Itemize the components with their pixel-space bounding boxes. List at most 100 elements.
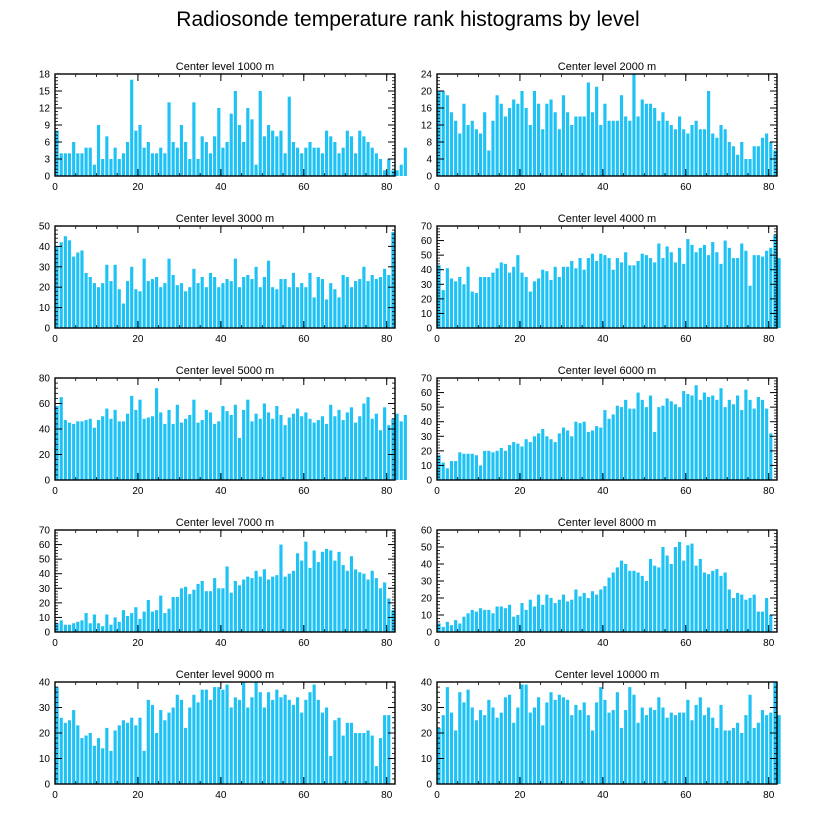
bar	[561, 266, 566, 328]
bar	[665, 555, 669, 632]
bar	[566, 430, 570, 480]
bar	[466, 453, 470, 480]
y-tick-label: 60	[39, 540, 51, 551]
bar	[503, 263, 507, 328]
x-tick-label: 80	[381, 638, 393, 649]
bar	[92, 283, 96, 328]
bar	[553, 442, 557, 480]
bar	[80, 620, 84, 632]
bar	[570, 260, 574, 328]
bar	[624, 564, 628, 632]
bar	[320, 416, 325, 480]
panel-title: Center level 7000 m	[176, 517, 274, 529]
bar	[445, 468, 449, 480]
bar	[599, 589, 603, 632]
bar	[337, 551, 341, 632]
panel-title: Center level 10000 m	[555, 669, 660, 681]
bar	[341, 564, 345, 632]
bar	[744, 715, 748, 784]
bar	[242, 409, 246, 481]
bar	[495, 717, 499, 784]
bar	[378, 588, 383, 632]
y-tick-label: 30	[421, 280, 433, 291]
bar	[715, 727, 719, 784]
bar	[615, 567, 619, 632]
bar	[686, 133, 690, 176]
bar	[611, 710, 615, 784]
bar	[283, 425, 287, 480]
bar	[474, 720, 478, 784]
bar	[266, 260, 271, 328]
x-tick-label: 80	[381, 334, 393, 345]
bar	[67, 422, 72, 481]
bar	[698, 558, 702, 632]
bar	[541, 725, 545, 784]
bar	[549, 99, 553, 176]
bar	[756, 146, 760, 176]
bar	[262, 569, 266, 632]
x-tick-label: 80	[381, 486, 393, 497]
bar	[752, 255, 756, 328]
bar	[478, 133, 483, 176]
bar	[130, 395, 134, 480]
bar	[109, 624, 113, 632]
bar	[599, 253, 603, 328]
x-tick-label: 20	[132, 182, 144, 193]
y-tick-label: 10	[421, 611, 433, 622]
bar	[702, 244, 707, 328]
chart-panel-7: Center level 7000 m 0 20 40 60 80 0 10 20 30 40 50 6…	[39, 517, 396, 649]
bar	[702, 129, 707, 176]
bar	[736, 592, 740, 632]
bar	[727, 589, 731, 632]
bar	[611, 269, 615, 328]
bar	[80, 421, 84, 480]
bar	[258, 91, 262, 176]
bar	[561, 594, 566, 632]
bar	[657, 697, 661, 784]
bar	[383, 407, 387, 480]
bar	[213, 578, 217, 632]
bar	[146, 599, 150, 632]
x-tick-label: 40	[215, 790, 227, 801]
bar	[295, 697, 300, 784]
bar	[491, 613, 495, 632]
bar	[163, 720, 167, 784]
bar	[341, 735, 345, 784]
panel-title: Center level 8000 m	[558, 517, 656, 529]
bar	[495, 450, 499, 480]
bar	[707, 574, 711, 632]
bar	[644, 715, 648, 784]
bar	[121, 153, 125, 176]
bar	[549, 439, 553, 480]
bar	[237, 585, 242, 632]
y-tick-label: 0	[44, 324, 50, 335]
bar	[250, 578, 254, 632]
bar	[773, 150, 777, 176]
bar	[188, 414, 192, 480]
bar	[291, 704, 295, 784]
bar	[752, 727, 756, 784]
bar	[378, 277, 383, 328]
y-tick-label: 10	[39, 613, 51, 624]
bar	[566, 266, 570, 328]
x-tick-label: 20	[514, 334, 526, 345]
bar	[454, 730, 458, 784]
bar	[113, 264, 117, 328]
bar	[557, 694, 561, 784]
bar	[163, 283, 167, 328]
bar	[391, 610, 395, 632]
bar	[595, 702, 599, 784]
bar	[192, 589, 196, 632]
bar	[524, 684, 528, 784]
bar	[395, 170, 399, 176]
bar	[142, 258, 146, 328]
x-tick-label: 60	[298, 486, 310, 497]
bar	[96, 738, 101, 784]
bar	[557, 433, 561, 480]
bar	[80, 153, 84, 176]
bar	[155, 277, 159, 328]
bar	[537, 594, 541, 632]
bar	[707, 396, 711, 480]
bar	[130, 79, 134, 176]
bar	[138, 717, 142, 784]
